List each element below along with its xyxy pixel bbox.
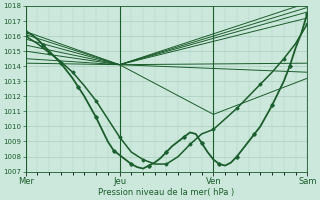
X-axis label: Pression niveau de la mer( hPa ): Pression niveau de la mer( hPa ): [98, 188, 235, 197]
